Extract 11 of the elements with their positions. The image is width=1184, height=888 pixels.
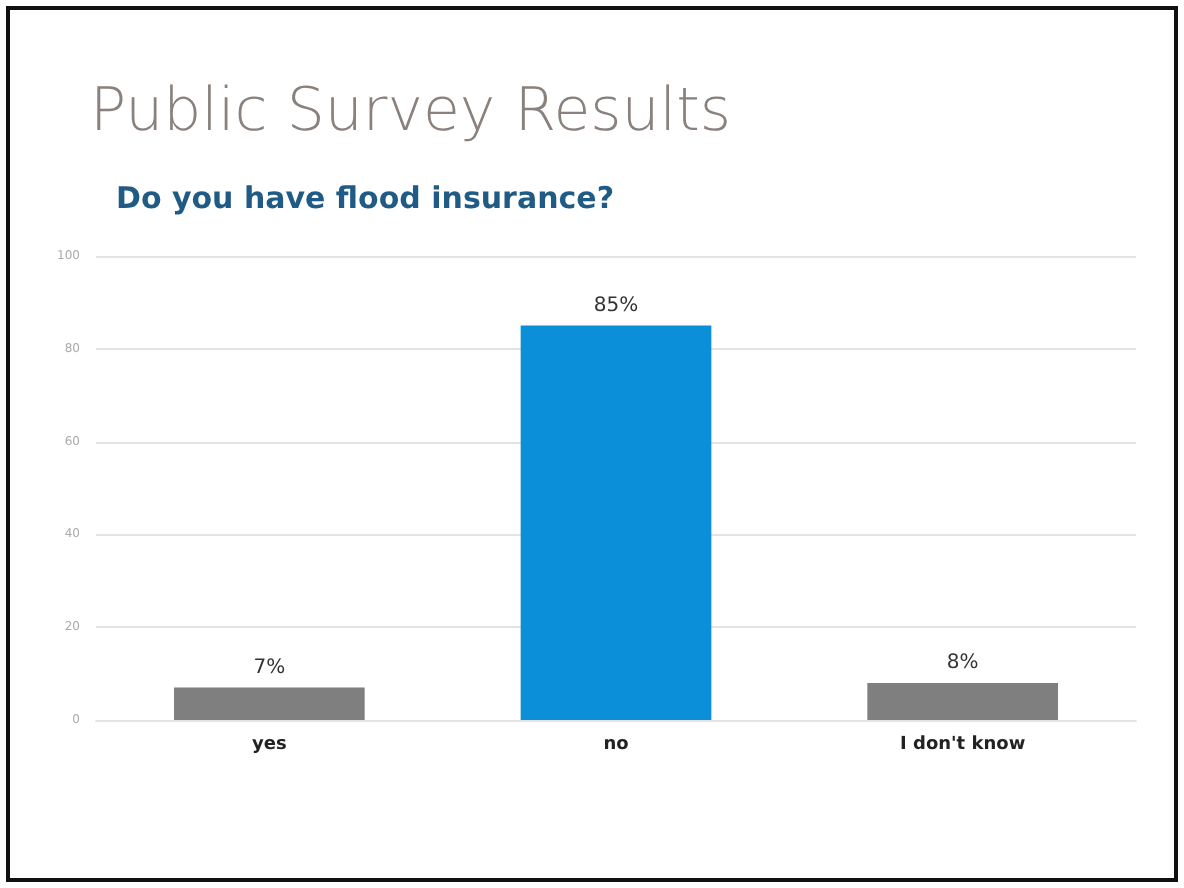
x-tick-label: yes	[252, 735, 287, 755]
chart-subtitle: Do you have flood insurance?	[116, 180, 615, 216]
bar	[174, 687, 365, 720]
data-label: 8%	[946, 651, 979, 674]
chart-title: Public Survey Results	[90, 76, 732, 146]
data-label: 7%	[253, 656, 286, 679]
data-label: 85%	[593, 294, 639, 317]
bar	[520, 325, 712, 720]
x-tick-label: no	[603, 735, 629, 755]
bar	[867, 682, 1058, 720]
x-tick-label: I don't know	[900, 735, 1026, 755]
